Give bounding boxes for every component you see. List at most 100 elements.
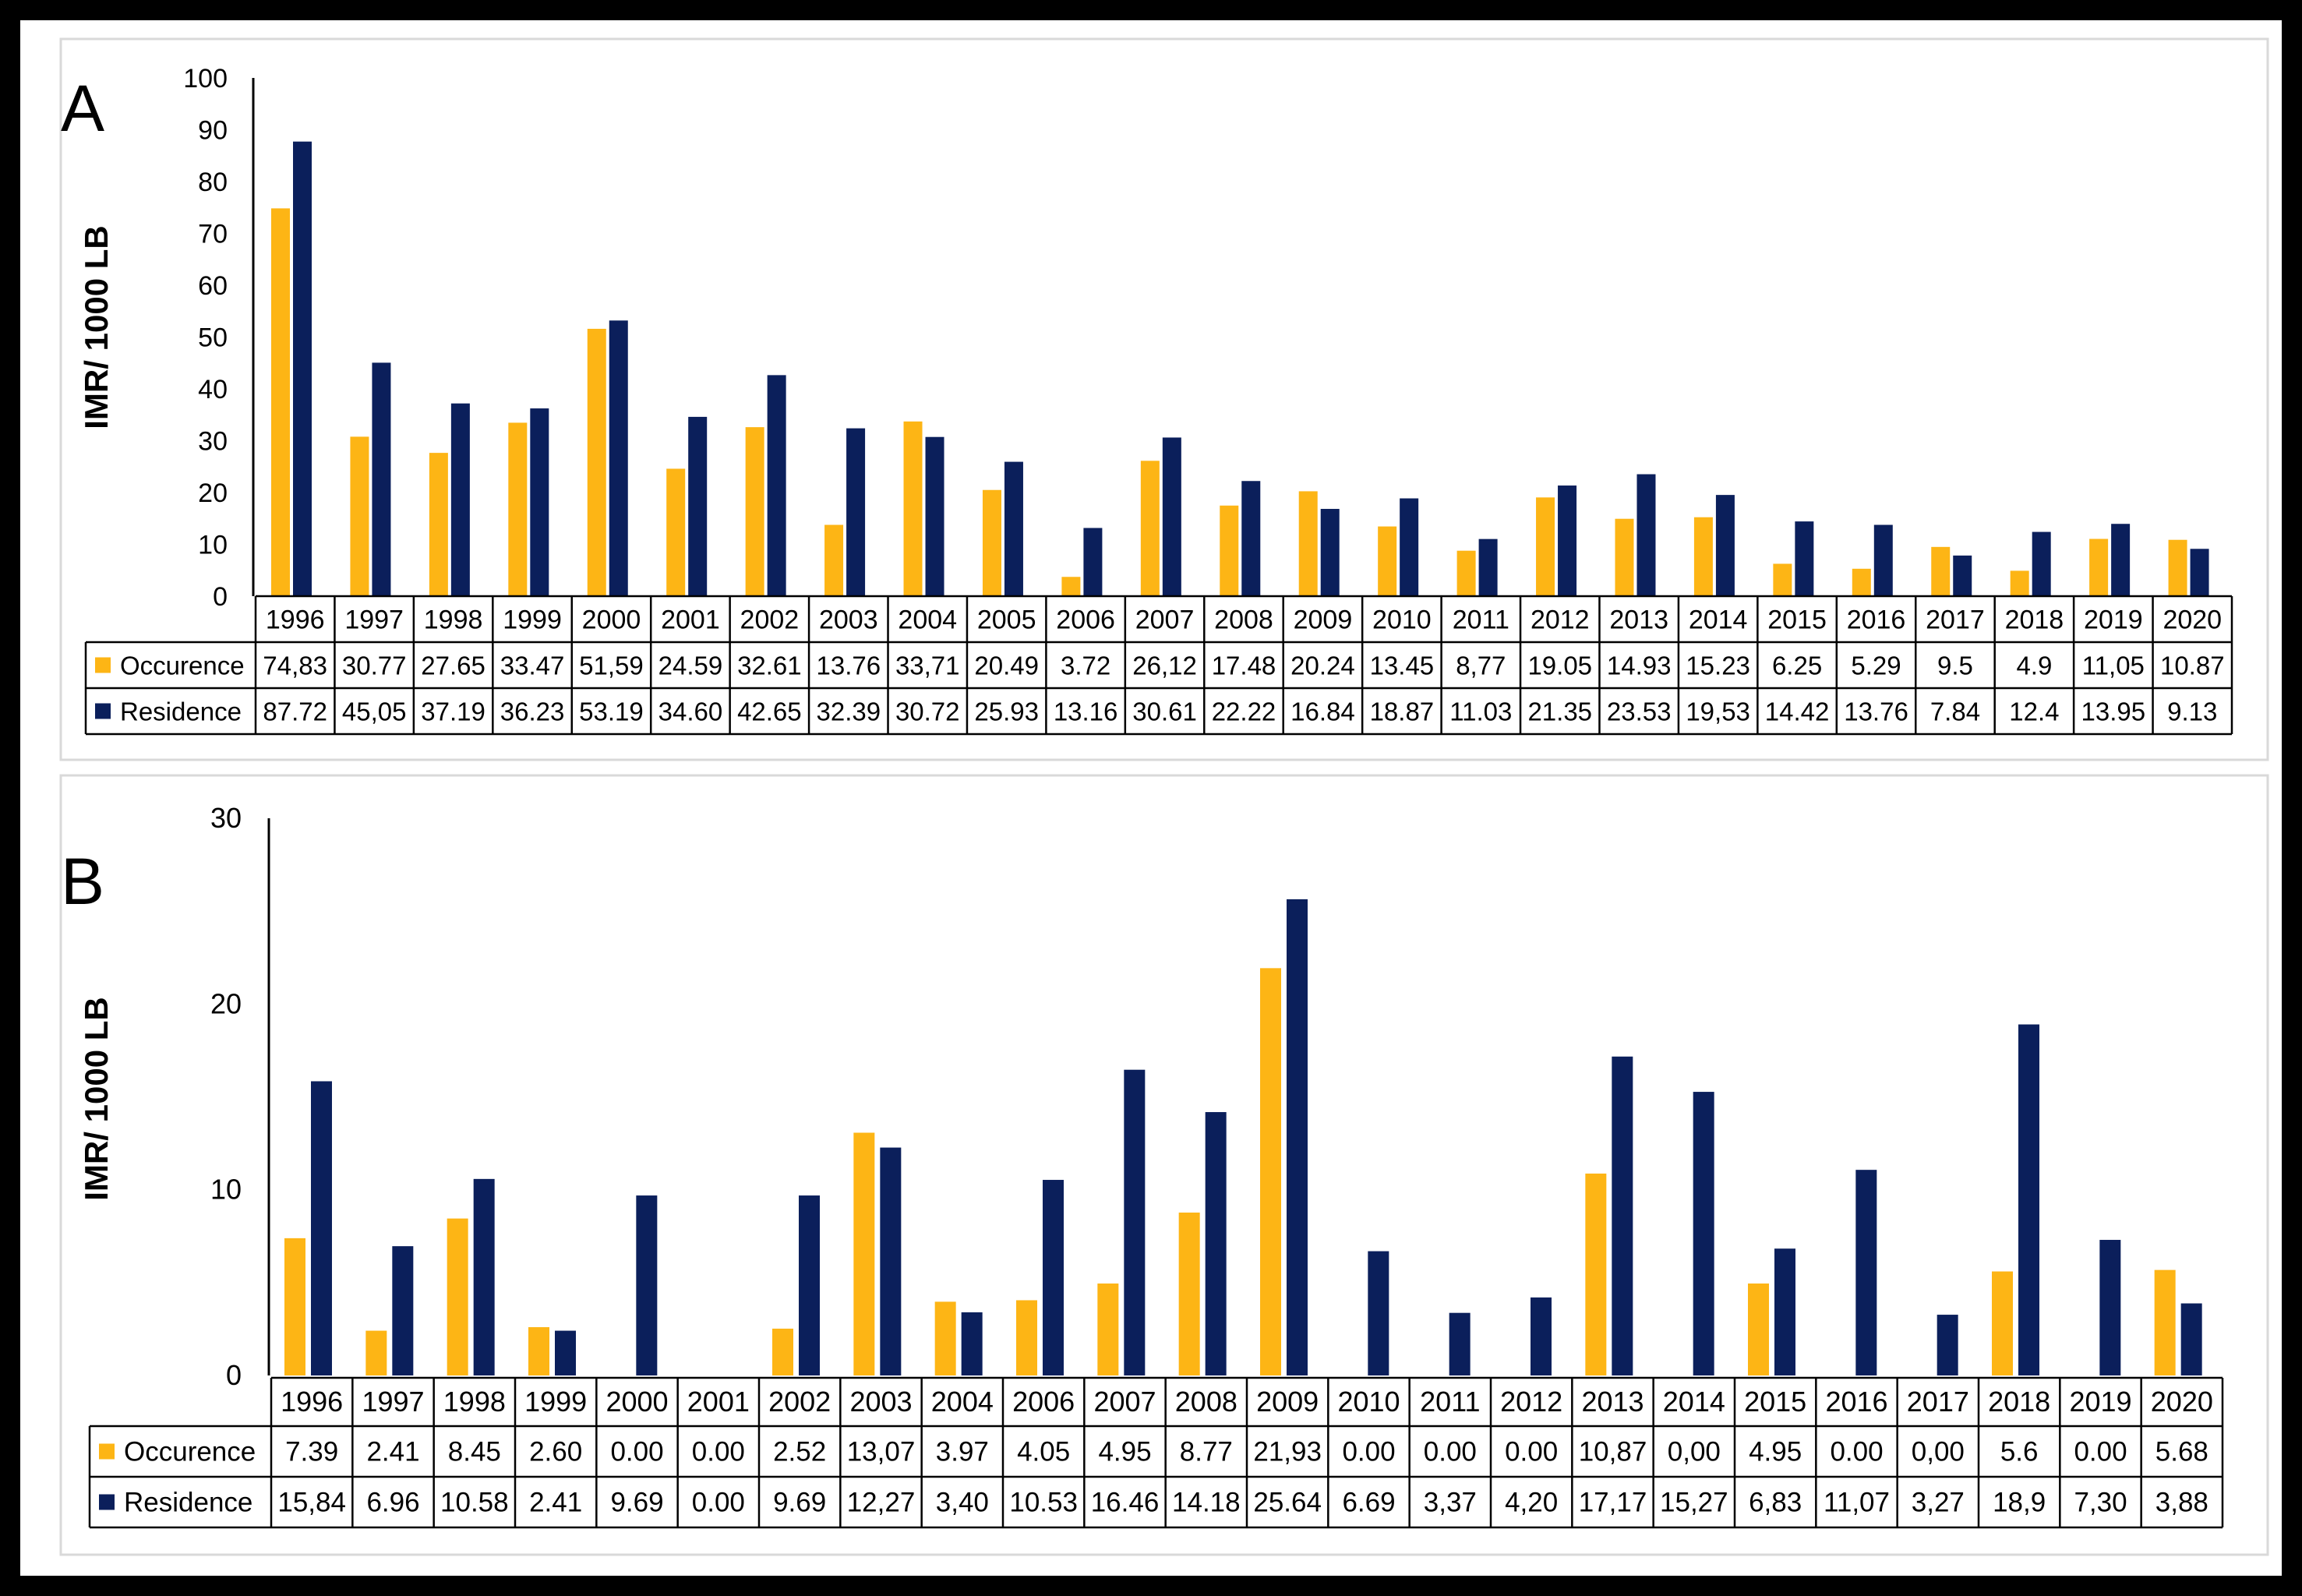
occurrence-bar-2003 — [853, 1132, 875, 1375]
occurrence-bar-1997 — [350, 436, 369, 596]
data-label: 14.42 — [1765, 697, 1830, 726]
occurrence-bar-1997 — [365, 1330, 387, 1375]
occurrence-bar-1996 — [271, 208, 290, 596]
x-tick-label: 2000 — [582, 606, 641, 635]
occurrence-bar-2007 — [1140, 461, 1160, 596]
residence-bar-2009 — [1320, 509, 1340, 596]
y-tick-label: 20 — [210, 987, 242, 1019]
data-label: 11,07 — [1824, 1488, 1890, 1518]
y-tick-label: 40 — [198, 375, 228, 404]
y-tick-label: 80 — [198, 168, 228, 197]
panel-b-y-ticks: 30 20 10 0 — [210, 802, 270, 1391]
occurrence-bar-2008 — [1178, 1212, 1200, 1375]
data-label: 32.61 — [737, 651, 802, 680]
data-label: 21,93 — [1253, 1437, 1322, 1467]
occurrence-bar-2018 — [2010, 570, 2029, 596]
x-tick-label: 2006 — [1012, 1386, 1075, 1418]
residence-bar-1999 — [555, 1330, 576, 1375]
residence-bar-2011 — [1449, 1312, 1471, 1375]
data-label: 18,9 — [1993, 1488, 2046, 1518]
x-tick-label: 2009 — [1294, 606, 1353, 635]
residence-bar-2002 — [799, 1195, 820, 1375]
residence-bar-1996 — [293, 141, 312, 597]
data-label: 0.00 — [2074, 1437, 2127, 1467]
x-tick-label: 2014 — [1689, 606, 1748, 635]
data-label: 6.69 — [1342, 1488, 1395, 1518]
occurrence-bar-2009 — [1260, 968, 1281, 1375]
x-tick-label: 2003 — [849, 1386, 912, 1418]
occurrence-bar-2003 — [824, 524, 844, 596]
x-tick-label: 2006 — [1056, 606, 1115, 635]
x-tick-label: 2009 — [1256, 1386, 1319, 1418]
residence-bar-2008 — [1205, 1112, 1227, 1375]
occurrence-bar-2008 — [1220, 505, 1239, 596]
data-label: 32.39 — [817, 697, 881, 726]
x-tick-label: 2013 — [1609, 606, 1668, 635]
data-label: 13.76 — [1844, 697, 1908, 726]
occurrence-bar-2004 — [903, 421, 923, 596]
residence-bar-2016 — [1855, 1170, 1877, 1375]
data-label: 2.41 — [366, 1437, 419, 1467]
x-tick-label: 1999 — [503, 606, 562, 635]
data-label: 26,12 — [1132, 651, 1197, 680]
data-label: 87.72 — [263, 697, 327, 726]
y-tick-label: 100 — [183, 64, 228, 94]
data-label: 12.4 — [2009, 697, 2059, 726]
data-label: 0.00 — [1342, 1437, 1395, 1467]
data-label: 12,27 — [847, 1488, 916, 1518]
panel-b-data-table: 1996 1997 1998 1999 2000 2001 2002 2003 2004 2006… — [88, 1376, 2224, 1529]
x-tick-label: 2012 — [1500, 1386, 1562, 1418]
data-label: 10,87 — [1579, 1437, 1647, 1467]
x-tick-label: 2001 — [687, 1386, 750, 1418]
x-tick-label: 2008 — [1214, 606, 1273, 635]
occurrence-bar-2002 — [745, 427, 764, 596]
occurrence-bar-2017 — [1931, 546, 1951, 596]
residence-bar-1996 — [311, 1081, 332, 1375]
residence-bar-2015 — [1774, 1248, 1795, 1375]
data-label: 8.45 — [448, 1437, 501, 1467]
data-label: 7.84 — [1930, 697, 1980, 726]
data-label: 2.41 — [529, 1488, 582, 1518]
data-label: 5.6 — [2000, 1437, 2039, 1467]
data-label: 22.22 — [1212, 697, 1276, 726]
data-label: 13.76 — [817, 651, 881, 680]
data-label: 10.53 — [1009, 1488, 1078, 1518]
occurrence-bar-1998 — [447, 1218, 468, 1375]
data-label: 9.5 — [1937, 651, 1973, 680]
data-label: 0,00 — [1912, 1437, 1965, 1467]
residence-bar-2011 — [1478, 538, 1498, 596]
x-tick-label: 2019 — [2084, 606, 2143, 635]
data-label: 0.00 — [1830, 1437, 1883, 1467]
data-label: 10.58 — [440, 1488, 509, 1518]
x-tick-label: 2015 — [1767, 606, 1827, 635]
legend-residence-swatch — [95, 703, 111, 719]
data-label: 0.00 — [692, 1437, 745, 1467]
data-label: 11,05 — [2082, 651, 2145, 680]
data-label: 7,30 — [2074, 1488, 2127, 1518]
panel-b-border — [59, 774, 2269, 1556]
occurrence-bar-2015 — [1773, 563, 1792, 596]
residence-bar-2012 — [1531, 1297, 1552, 1375]
x-tick-label: 2004 — [898, 606, 957, 635]
x-tick-label: 2015 — [1744, 1386, 1806, 1418]
residence-bar-2006 — [1043, 1180, 1064, 1375]
data-label: 11.03 — [1449, 697, 1512, 726]
data-label: 23.53 — [1607, 697, 1672, 726]
data-label: 3.72 — [1061, 651, 1110, 680]
data-label: 9.69 — [773, 1488, 826, 1518]
occurrence-bar-2018 — [1992, 1271, 2013, 1375]
data-label: 13,07 — [847, 1437, 916, 1467]
data-label: 4.05 — [1017, 1437, 1070, 1467]
data-label: 20.49 — [974, 651, 1039, 680]
data-label: 0,00 — [1668, 1437, 1721, 1467]
residence-bar-2014 — [1715, 495, 1735, 596]
data-label: 25.64 — [1253, 1488, 1322, 1518]
residence-bar-2009 — [1287, 899, 1308, 1375]
data-label: 9.69 — [610, 1488, 663, 1518]
residence-bar-2007 — [1162, 437, 1181, 596]
data-label: 3,88 — [2155, 1488, 2208, 1518]
residence-bar-2007 — [1124, 1069, 1146, 1375]
